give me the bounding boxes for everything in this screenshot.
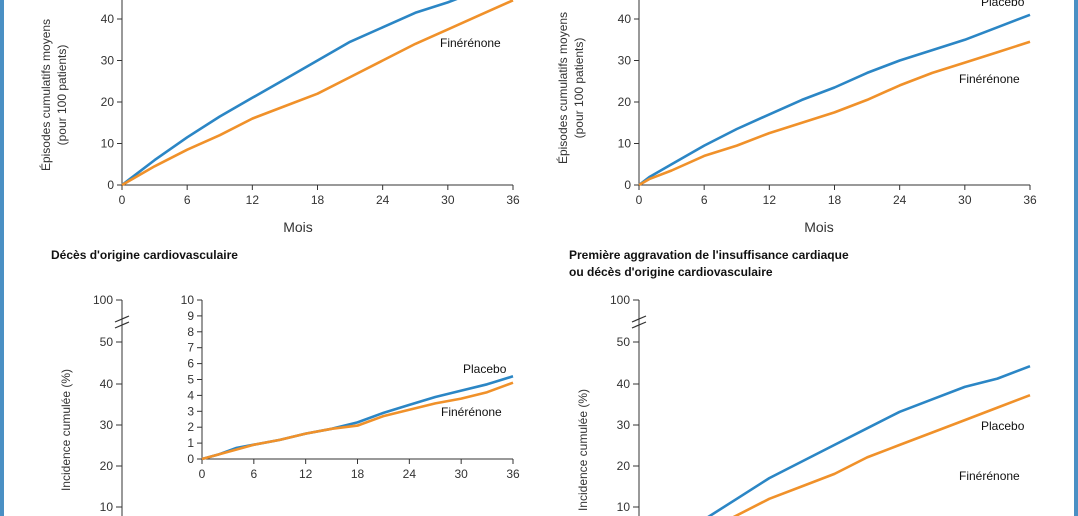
tr-x-tick-label: 0 xyxy=(636,193,643,207)
br-y-tick-label: 40 xyxy=(617,377,631,391)
bl-y-tick-label: 10 xyxy=(181,293,195,307)
tl-x-tick-label: 18 xyxy=(311,193,325,207)
br-axis-break xyxy=(631,321,647,329)
bl-x-tick-label: 6 xyxy=(250,467,257,481)
br-plot: 100 50 40 30 20 10 Placebo Finérénone xyxy=(610,293,1031,516)
br-y-tick-label: 20 xyxy=(617,459,631,473)
tl-y-tick-label: 0 xyxy=(107,178,114,192)
br-axis-break xyxy=(631,315,647,323)
bl-y-tick-label: 8 xyxy=(187,325,194,339)
tl-y-tick-label: 10 xyxy=(101,137,115,151)
tl-series-label: Finérénone xyxy=(440,36,501,50)
bl-y-tick-label: 1 xyxy=(187,436,194,450)
bl-plot: 0 6 12 18 24 30 36012345678910PlaceboFinérénon… xyxy=(181,293,520,481)
panel-bottom-right: Première aggravation de l'insuffisance c… xyxy=(569,248,1031,516)
bl-outer-tick-label: 40 xyxy=(100,377,114,391)
br-y-tick-label: 10 xyxy=(617,500,631,514)
tr-x-tick-label: 24 xyxy=(893,193,907,207)
tl-x-tick-label: 12 xyxy=(246,193,260,207)
tl-x-tick-label: 30 xyxy=(441,193,455,207)
bl-x-tick-label: 36 xyxy=(506,467,520,481)
bl-y-tick-label: 2 xyxy=(187,420,194,434)
tl-x-tick-label: 0 xyxy=(119,193,126,207)
bl-outer-tick-label: 20 xyxy=(100,459,114,473)
tr-ylabel: Épisodes cumulatifs moyens xyxy=(555,12,570,164)
tr-x-tick-label: 18 xyxy=(828,193,842,207)
tr-series-label: Placebo xyxy=(981,0,1025,9)
tr-series-label: Finérénone xyxy=(959,72,1020,86)
tl-y-tick-label: 30 xyxy=(101,54,115,68)
panel-bottom-left: Décès d'origine cardiovasculaire Inciden… xyxy=(51,248,520,516)
br-y-tick-label: 100 xyxy=(610,293,630,307)
tr-y-tick-label: 20 xyxy=(618,95,632,109)
br-series-label: Placebo xyxy=(981,419,1025,433)
bl-y-tick-label: 5 xyxy=(187,373,194,387)
tl-line-placebo xyxy=(121,0,458,187)
bl-outer-tick-label: 30 xyxy=(100,418,114,432)
bl-y-tick-label: 0 xyxy=(187,452,194,466)
bl-axis-break xyxy=(114,315,130,323)
br-title2: ou décès d'origine cardiovasculaire xyxy=(569,265,773,279)
br-title: Première aggravation de l'insuffisance c… xyxy=(569,248,849,262)
tr-y-tick-label: 0 xyxy=(624,178,631,192)
br-line-placebo xyxy=(707,364,1031,516)
br-series-label: Finérénone xyxy=(959,469,1020,483)
bl-y-tick-label: 7 xyxy=(187,341,194,355)
tl-x-tick-label: 36 xyxy=(506,193,520,207)
bl-x-tick-label: 24 xyxy=(403,467,417,481)
br-line-finerenone xyxy=(732,393,1031,516)
bl-outer-tick-label: 10 xyxy=(100,500,114,514)
tr-x-tick-label: 36 xyxy=(1023,193,1037,207)
tr-x-tick-label: 30 xyxy=(958,193,972,207)
tl-x-tick-label: 6 xyxy=(184,193,191,207)
tr-xlabel: Mois xyxy=(804,219,834,235)
bl-y-tick-label: 4 xyxy=(187,388,194,402)
bl-y-tick-label: 3 xyxy=(187,404,194,418)
tr-ylabel2: (pour 100 patients) xyxy=(572,38,586,139)
tl-plot: 0 6 12 18 24 30 36 0 10 20 30 40 Finérénone xyxy=(101,0,520,207)
bl-line-finerenone xyxy=(201,381,514,461)
bl-outer-axis: 100 50 40 30 20 10 xyxy=(93,293,130,516)
panel-top-left: Épisodes cumulatifs moyens (pour 100 pat… xyxy=(38,0,520,235)
bl-x-tick-label: 18 xyxy=(351,467,365,481)
bl-x-tick-label: 12 xyxy=(299,467,313,481)
tr-y-tick-label: 40 xyxy=(618,12,632,26)
tr-y-tick-label: 30 xyxy=(618,54,632,68)
br-y-tick-label: 50 xyxy=(617,335,631,349)
tl-xlabel: Mois xyxy=(283,219,313,235)
tr-y-tick-label: 10 xyxy=(618,137,632,151)
tr-x-tick-label: 12 xyxy=(763,193,777,207)
tl-ylabel: Épisodes cumulatifs moyens xyxy=(38,19,53,171)
bl-ylabel: Incidence cumulée (%) xyxy=(59,369,73,491)
bl-x-tick-label: 0 xyxy=(199,467,206,481)
bl-y-tick-label: 6 xyxy=(187,357,194,371)
bl-outer-tick-label: 100 xyxy=(93,293,113,307)
tl-x-tick-label: 24 xyxy=(376,193,390,207)
bl-x-tick-label: 30 xyxy=(454,467,468,481)
panel-top-right: Épisodes cumulatifs moyens (pour 100 pat… xyxy=(555,0,1037,235)
tl-ylabel2: (pour 100 patients) xyxy=(55,45,69,146)
bl-title: Décès d'origine cardiovasculaire xyxy=(51,248,238,262)
bl-series-label: Finérénone xyxy=(441,405,502,419)
bl-y-tick-label: 9 xyxy=(187,309,194,323)
br-ylabel: Incidence cumulée (%) xyxy=(576,389,590,511)
chart-figure: Épisodes cumulatifs moyens (pour 100 pat… xyxy=(38,0,1037,516)
tr-x-tick-label: 6 xyxy=(701,193,708,207)
tr-line-finerenone xyxy=(638,40,1031,187)
br-y-tick-label: 30 xyxy=(617,418,631,432)
bl-outer-tick-label: 50 xyxy=(100,335,114,349)
tl-y-tick-label: 40 xyxy=(101,12,115,26)
tr-plot: 0 6 12 18 24 30 36 0 10 20 30 40 Placebo Finérénone xyxy=(618,0,1037,207)
tl-line-finerenone xyxy=(121,0,514,187)
tr-line-placebo xyxy=(638,13,1031,187)
tl-y-tick-label: 20 xyxy=(101,95,115,109)
bl-axis-break xyxy=(114,321,130,329)
bl-series-label: Placebo xyxy=(463,362,507,376)
